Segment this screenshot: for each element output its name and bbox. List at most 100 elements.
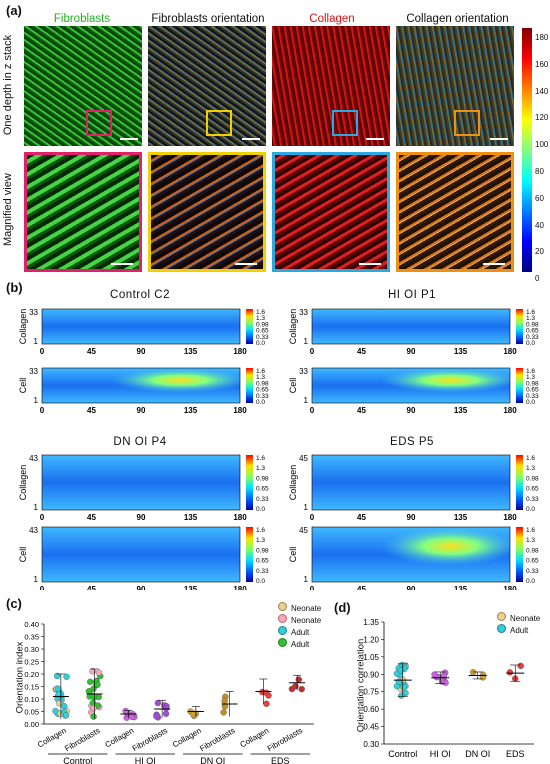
heatmap-field [42, 455, 240, 510]
y-tick: 33 [29, 308, 38, 317]
collagen-image [272, 26, 390, 146]
heatmap-frame [311, 526, 511, 583]
cb-tick: 0.65 [526, 486, 539, 493]
x-label: EDS [506, 749, 525, 759]
data-point [265, 692, 272, 699]
x-tick: 0 [40, 347, 45, 356]
chart-d-legend: Neonate Adult [497, 612, 540, 636]
y-tick: 0.30 [24, 645, 39, 654]
legend-item: Neonate [278, 602, 321, 614]
x-tick: 90 [407, 513, 416, 522]
heatmap-hotspot [312, 368, 510, 403]
cb-tick: 60 [535, 193, 544, 203]
cb-tick: 0.98 [526, 380, 539, 387]
colorbar [516, 309, 523, 344]
y-tick: 0.30 [363, 740, 379, 749]
cb-tick: 1.6 [526, 309, 535, 316]
panel-label-c: (c) [6, 596, 22, 611]
cb-tick: 1.6 [256, 309, 265, 316]
colorbar [246, 455, 253, 510]
legend-dot [278, 614, 287, 623]
x-tick: 180 [233, 585, 247, 590]
heatmap-field [42, 527, 240, 582]
y-tick: 43 [29, 454, 38, 463]
y-tick: 1 [34, 575, 39, 584]
cb-tick: 0.33 [526, 334, 539, 341]
x-label: Fibroblasts [63, 726, 101, 753]
cb-tick: 0.98 [256, 380, 269, 387]
heatmap-frame [41, 367, 241, 404]
x-tick: 180 [503, 347, 517, 356]
data-point [90, 693, 98, 700]
data-point [85, 688, 93, 695]
roi-box-orange [454, 110, 480, 136]
cb-tick: 0.98 [526, 475, 539, 482]
x-label: Fibroblasts [266, 726, 304, 753]
cb-tick: 0.98 [256, 321, 269, 328]
roi-box-blue [332, 110, 358, 136]
colorbar [516, 455, 523, 510]
legend-label: Adult [291, 628, 310, 637]
data-point [128, 713, 136, 721]
y-tick: 1 [34, 337, 39, 346]
x-label: Control [388, 749, 417, 759]
collagen-magnified [272, 152, 390, 272]
heatmap-frame [311, 367, 511, 404]
legend-dot [278, 602, 287, 611]
col-title-collagen: Collagen [309, 13, 355, 25]
y-tick: 0.60 [363, 705, 379, 714]
cb-tick: 0 [535, 274, 540, 284]
x-tick: 180 [233, 406, 247, 415]
cb-tick: 0.65 [256, 558, 269, 565]
group-label: EDS [271, 756, 290, 764]
chart-c-legend: Neonate Neonate Adult Adult [278, 602, 321, 650]
panel-label-a: (a) [6, 3, 22, 18]
cb-tick: 0.33 [256, 393, 269, 400]
data-point [153, 713, 160, 720]
legend-item: Adult [278, 626, 321, 638]
heatmap-frame [311, 308, 511, 345]
heatmap-title-eds: EDS P5 [390, 436, 434, 448]
y-tick: 33 [29, 367, 38, 376]
data-point [53, 672, 61, 680]
collagen-orientation-image [396, 26, 514, 146]
cb-tick: 0.33 [526, 496, 539, 503]
x-tick: 135 [454, 347, 468, 356]
heatmap-field [42, 309, 240, 344]
heatmap-field [312, 309, 510, 344]
heatmap: 45 10 45 90 135 180 Cell 1.6 1.3 0.98 0.65 0.33 0.0 [288, 526, 539, 590]
row-label-magnified: Magnified view [2, 173, 14, 246]
cb-tick: 0.0 [256, 399, 265, 406]
data-point [431, 671, 438, 678]
row-label-z-stack: One depth in z stack [2, 34, 14, 136]
cb-tick: 1.3 [526, 315, 535, 322]
y-tick: 0.05 [24, 708, 39, 717]
cb-tick: 1.3 [256, 315, 265, 322]
collagen-orientation-magnified [396, 152, 514, 272]
x-tick: 135 [184, 347, 198, 356]
data-point [90, 705, 97, 712]
col-title-fibroblasts: Fibroblasts [53, 13, 111, 25]
cb-tick: 80 [535, 166, 544, 176]
heatmap-title-dnoi: DN OI P4 [113, 436, 167, 448]
x-tick: 0 [310, 513, 315, 522]
cb-tick: 1.6 [256, 455, 265, 462]
panel-label-b: (b) [6, 280, 23, 295]
y-tick: 0.20 [24, 670, 39, 679]
data-point [442, 679, 449, 687]
cb-tick: 0.0 [526, 340, 535, 347]
x-label: HI OI [430, 749, 451, 759]
legend-item: Neonate [278, 614, 321, 626]
cb-tick: 0.98 [256, 475, 269, 482]
y-tick: 1 [34, 503, 39, 512]
x-tick: 0 [40, 406, 45, 415]
legend-dot [278, 638, 287, 647]
x-tick: 90 [407, 406, 416, 415]
y-tick: 1.20 [363, 635, 379, 644]
scale-bar [483, 263, 505, 265]
legend-label: Adult [510, 626, 529, 635]
chart-d-ylabel: Orientation correlation [355, 638, 367, 733]
scale-bar [359, 263, 381, 265]
cb-tick: 140 [535, 86, 549, 96]
